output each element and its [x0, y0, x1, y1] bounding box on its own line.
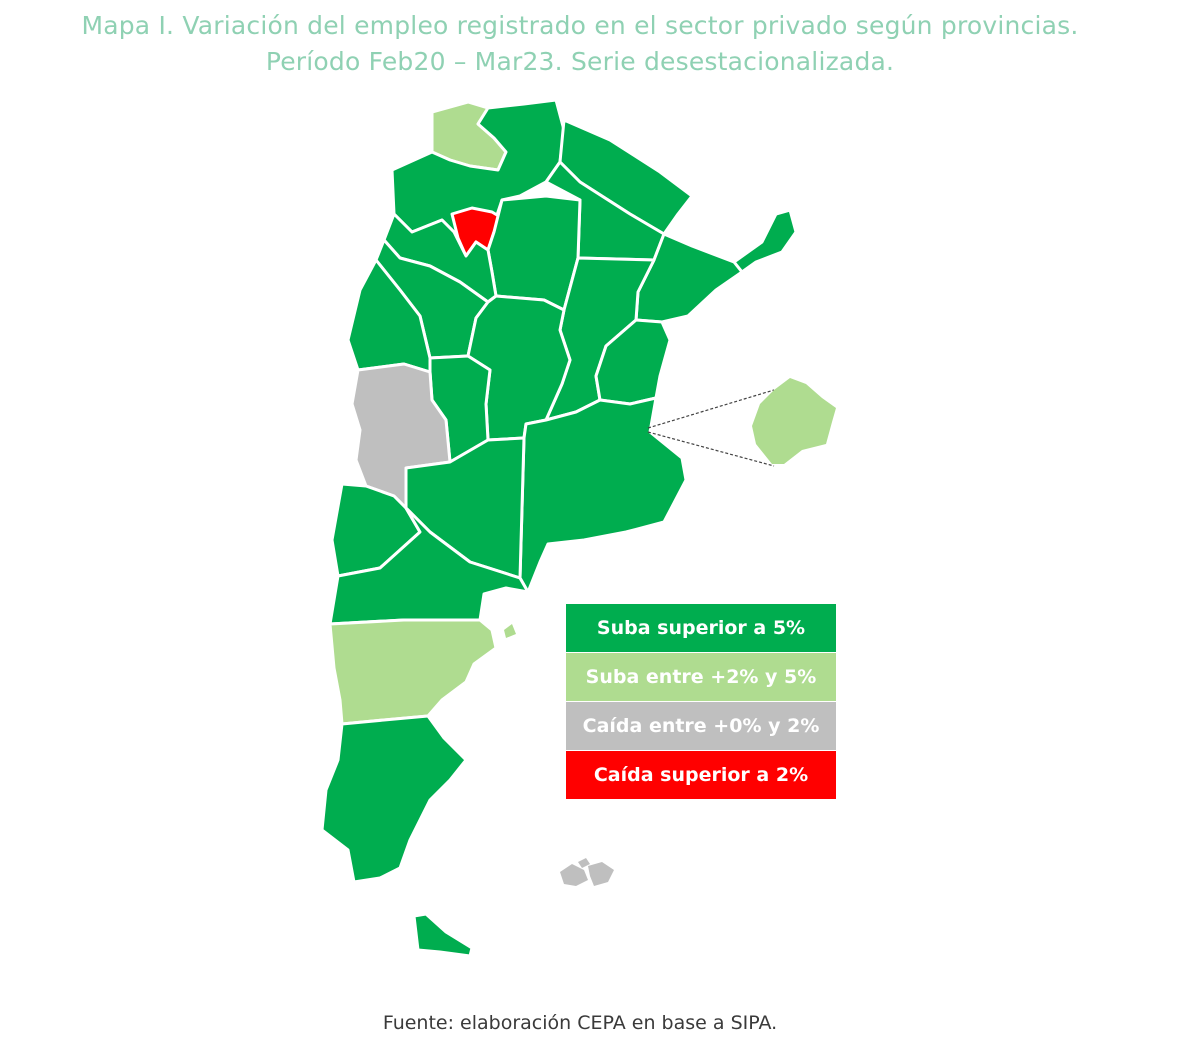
province-tierra-del-fuego — [412, 912, 474, 958]
islas-malvinas — [560, 858, 614, 886]
legend-item-suba-entre-2-5: Suba entre +2% y 5% — [566, 653, 836, 702]
province-chubut — [328, 618, 498, 726]
province-santiago-del-estero — [486, 194, 582, 312]
caba-connector-line-lower — [647, 431, 775, 467]
map-title: Mapa I. Variación del empleo registrado … — [0, 8, 1160, 80]
province-santa-cruz — [320, 714, 468, 884]
province-misiones — [732, 208, 798, 274]
peninsula-valdes — [504, 624, 516, 638]
legend-item-suba-superior-5: Suba superior a 5% — [566, 604, 836, 653]
province-buenos-aires — [518, 396, 688, 594]
legend-item-caida-superior-2: Caída superior a 2% — [566, 751, 836, 800]
caba-zoom-inset — [752, 378, 836, 464]
map-legend: Suba superior a 5% Suba entre +2% y 5% C… — [566, 604, 836, 800]
legend-item-caida-entre-0-2: Caída entre +0% y 2% — [566, 702, 836, 751]
caba-connector-line-upper — [647, 389, 775, 429]
map-title-line-1: Mapa I. Variación del empleo registrado … — [81, 11, 1079, 40]
province-rio-negro — [328, 506, 530, 626]
source-note: Fuente: elaboración CEPA en base a SIPA. — [382, 1012, 778, 1034]
map-title-line-2: Período Feb20 – Mar23. Serie desestacion… — [265, 47, 895, 76]
